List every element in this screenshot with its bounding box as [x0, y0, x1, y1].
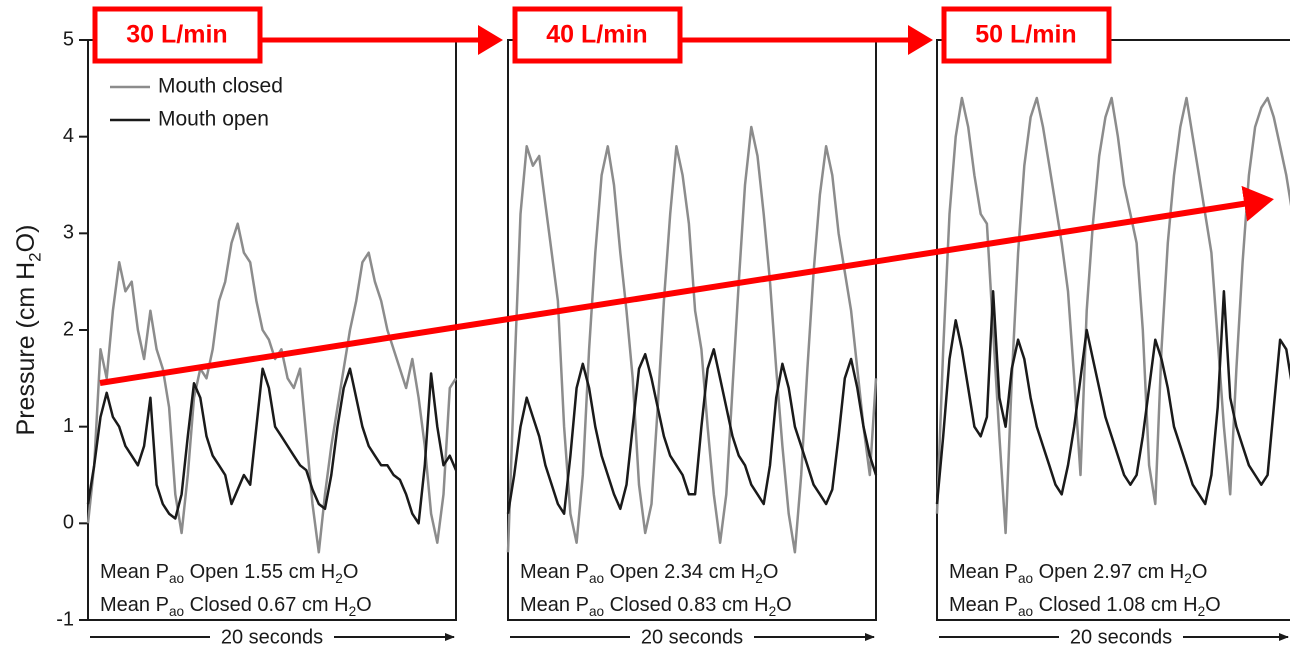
flow-label-box: [92, 6, 263, 64]
overlay: 30 L/min 40 L/min 50 L/min: [92, 6, 1274, 386]
y-axis-label-part: O): [12, 225, 40, 253]
annotation-part: Open 2.34 cm H: [604, 561, 755, 583]
annotation-part: Mean P: [949, 561, 1018, 583]
trend-arrow: [99, 185, 1274, 386]
annotation-part: Mean P: [520, 561, 589, 583]
annotation-subscript: ao: [1018, 604, 1033, 619]
annotation-subscript: 2: [755, 571, 763, 586]
annotation-part: Mean P: [949, 594, 1018, 616]
annotation-subscript: ao: [169, 604, 184, 619]
y-tick-label: 1: [63, 415, 74, 437]
annotation-part: O: [356, 594, 372, 616]
annotation-part: Closed 0.83 cm H: [604, 594, 769, 616]
annotation-subscript: ao: [169, 571, 184, 586]
annotation: Mean Pao Open 2.97 cm H2O: [949, 561, 1207, 586]
y-tick-label: 0: [63, 512, 74, 534]
y-tick-label: -1: [56, 608, 74, 630]
annotation-subscript: 2: [349, 604, 357, 619]
series-line: [506, 348, 878, 515]
annotation-subscript: ao: [1018, 571, 1033, 586]
annotation-part: Closed 1.08 cm H: [1033, 594, 1198, 616]
annotation-part: O: [776, 594, 792, 616]
annotation-part: Closed 0.67 cm H: [184, 594, 349, 616]
flow-label-box: [512, 6, 683, 64]
annotation-subscript: ao: [589, 604, 604, 619]
y-tick-label: 4: [63, 125, 74, 147]
annotation-subscript: 2: [769, 604, 777, 619]
flow-label-box: [941, 6, 1112, 64]
flow-label: 40 L/min: [546, 21, 647, 49]
annotation-subscript: 2: [1184, 571, 1192, 586]
y-tick-label: 5: [63, 28, 74, 50]
flow-label: 50 L/min: [975, 21, 1076, 49]
x-axis-label: 20 seconds: [1070, 626, 1172, 648]
annotation-part: Open 1.55 cm H: [184, 561, 335, 583]
series-line: [506, 125, 878, 554]
annotation: Mean Pao Open 1.55 cm H2O: [100, 561, 358, 586]
annotation-part: O: [1205, 594, 1221, 616]
panel-frame: [936, 39, 1290, 621]
panel-frame: [87, 39, 457, 621]
y-axis-label: Pressure (cm H2O): [12, 225, 44, 436]
annotation: Mean Pao Closed 0.83 cm H2O: [520, 594, 792, 619]
annotation-part: O: [343, 561, 359, 583]
legend-label: Mouth closed: [158, 75, 283, 98]
annotation-part: O: [1192, 561, 1208, 583]
annotation-part: Mean P: [100, 561, 169, 583]
legend-label: Mouth open: [158, 108, 269, 131]
x-axis-label: 20 seconds: [221, 626, 323, 648]
x-axis-label: 20 seconds: [641, 626, 743, 648]
y-tick-label: 2: [63, 318, 74, 340]
annotation-subscript: ao: [589, 571, 604, 586]
annotation-part: Mean P: [100, 594, 169, 616]
annotation-part: O: [763, 561, 779, 583]
annotation-subscript: 2: [335, 571, 343, 586]
series-line: [935, 96, 1290, 535]
annotation-part: Mean P: [520, 594, 589, 616]
annotation-part: Open 2.97 cm H: [1033, 561, 1184, 583]
x-label-background: [210, 624, 334, 649]
series-line: [935, 290, 1290, 506]
panel-frame: [507, 39, 877, 621]
annotation: Mean Pao Closed 0.67 cm H2O: [100, 594, 372, 619]
annotation-subscript: 2: [1198, 604, 1206, 619]
y-axis-label-part: Pressure (cm H: [12, 262, 40, 436]
series-line: [86, 367, 458, 525]
y-axis-label-subscript: 2: [25, 252, 44, 261]
x-label-background: [630, 624, 754, 649]
x-label-background: [1059, 624, 1183, 649]
series-line: [86, 222, 458, 554]
annotation: Mean Pao Closed 1.08 cm H2O: [949, 594, 1221, 619]
annotation: Mean Pao Open 2.34 cm H2O: [520, 561, 778, 586]
flow-label: 30 L/min: [126, 21, 227, 49]
y-tick-label: 3: [63, 222, 74, 244]
